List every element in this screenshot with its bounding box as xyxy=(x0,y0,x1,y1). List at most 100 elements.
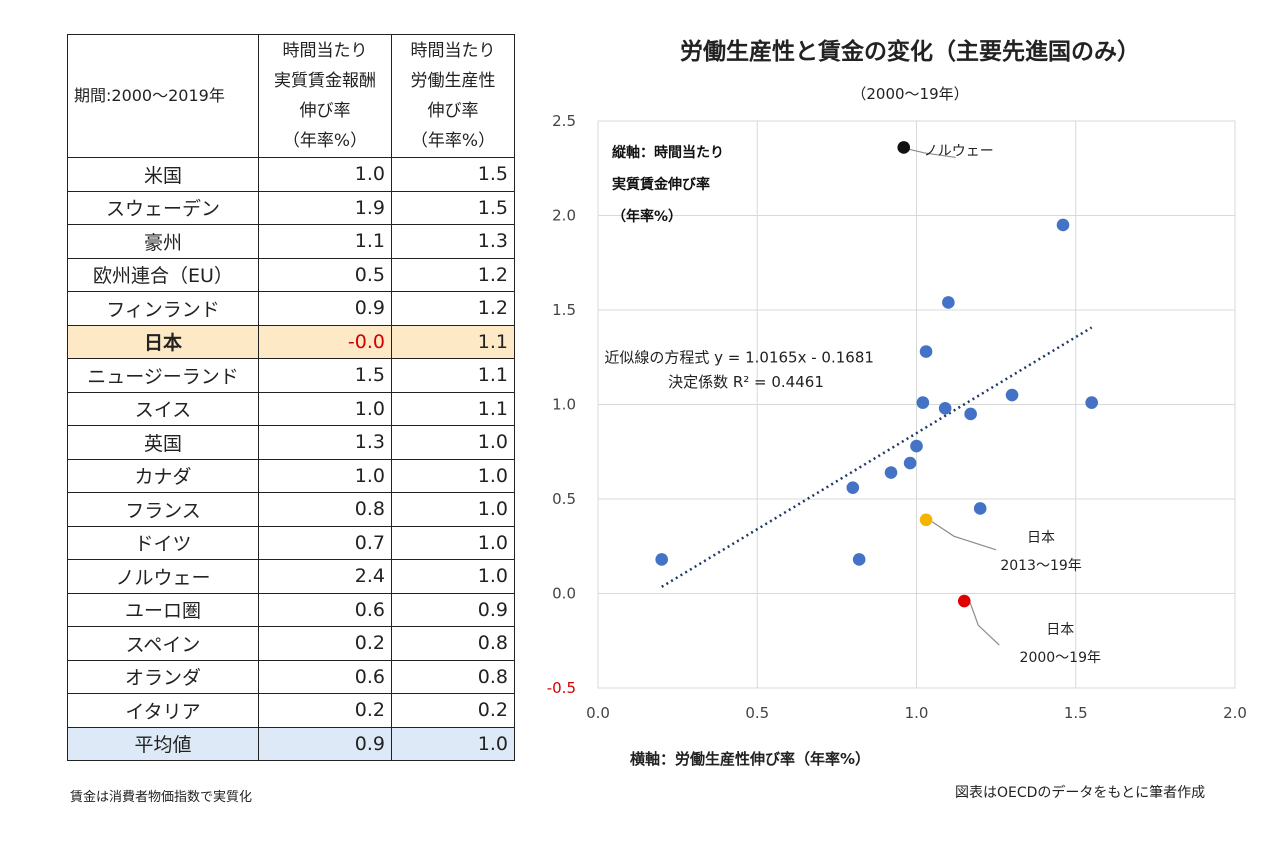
productivity-cell: 1.2 xyxy=(391,291,515,326)
data-point-normal xyxy=(1056,218,1070,232)
wage-header-line: 実質賃金報酬 xyxy=(274,71,376,91)
trend-r-squared: 決定係数 R² = 0.4461 xyxy=(668,373,824,391)
trend-equation: 近似線の方程式 y = 1.0165x - 0.1681 xyxy=(604,348,874,366)
x-tick-label: 0.5 xyxy=(745,704,769,722)
productivity-header-line: （年率%） xyxy=(410,131,496,151)
productivity-cell: 0.2 xyxy=(391,693,515,728)
callout-leader xyxy=(969,602,1000,646)
period-header: 期間:2000〜2019年 xyxy=(67,34,259,158)
table-note: 賃金は消費者物価指数で実質化 xyxy=(70,790,253,805)
callout-label: 2013〜19年 xyxy=(1000,558,1081,574)
y-tick-label: -0.5 xyxy=(547,679,576,697)
wage-cell: 0.9 xyxy=(258,726,392,761)
y-tick-label: 0.5 xyxy=(552,490,576,508)
productivity-header-line: 時間当たり xyxy=(410,41,496,61)
table-row: オランダ 0.6 0.8 xyxy=(67,659,515,694)
data-point-normal xyxy=(1005,388,1019,402)
x-tick-label: 2.0 xyxy=(1223,704,1247,722)
wage-header-line: （年率%） xyxy=(282,131,368,151)
callout-leader xyxy=(909,148,956,159)
y-tick-label: 1.0 xyxy=(552,396,576,414)
data-point-normal xyxy=(919,345,933,358)
country-cell: 日本 xyxy=(67,324,259,359)
productivity-cell: 0.8 xyxy=(391,659,515,694)
country-cell: イタリア xyxy=(67,693,259,728)
callout-label: 日本 xyxy=(1046,622,1074,638)
country-cell: スイス xyxy=(67,391,259,426)
country-cell: カナダ xyxy=(67,458,259,493)
x-tick-label: 0.0 xyxy=(586,704,610,722)
wage-cell: 0.7 xyxy=(258,525,392,560)
table-row: 日本 -0.0 1.1 xyxy=(67,324,515,359)
callout-label: 2000〜19年 xyxy=(1020,650,1101,666)
productivity-cell: 1.0 xyxy=(391,425,515,460)
country-cell: オランダ xyxy=(67,659,259,694)
wage-cell: 0.8 xyxy=(258,492,392,527)
y-axis-label-line: 縦軸：時間当たり xyxy=(612,144,724,161)
data-point-normal xyxy=(655,553,668,566)
wage-cell: 0.6 xyxy=(258,659,392,694)
table-row: 英国 1.3 1.0 xyxy=(67,425,515,460)
data-table: 期間:2000〜2019年 時間当たり 実質賃金報酬 伸び率 （年率%） 時間当… xyxy=(67,34,515,761)
productivity-cell: 1.5 xyxy=(391,190,515,225)
wage-cell: 1.0 xyxy=(258,458,392,493)
productivity-cell: 1.1 xyxy=(391,324,515,359)
table-row: 平均値 0.9 1.0 xyxy=(67,726,515,761)
table-row: カナダ 1.0 1.0 xyxy=(67,458,515,493)
country-cell: ユーロ圏 xyxy=(67,592,259,627)
data-point-normal xyxy=(903,456,917,470)
wage-cell: 0.2 xyxy=(258,626,392,661)
data-point-normal xyxy=(964,407,977,421)
y-tick-label: 2.0 xyxy=(552,207,576,225)
table-body: 米国 1.0 1.5 スウェーデン 1.9 1.5 豪州 1.1 1.3 欧州連合（EU） 0.5 1… xyxy=(67,157,515,761)
productivity-cell: 1.0 xyxy=(391,726,515,761)
productivity-cell: 1.1 xyxy=(391,358,515,393)
chart-subtitle: （2000〜19年） xyxy=(851,85,969,103)
wage-header-line: 伸び率 xyxy=(299,101,351,121)
country-cell: 英国 xyxy=(67,425,259,460)
data-point-normal xyxy=(1085,396,1098,409)
data-point-normal xyxy=(973,502,987,515)
x-tick-label: 1.0 xyxy=(905,704,929,722)
wage-cell: 0.9 xyxy=(258,291,392,326)
productivity-header: 時間当たり 労働生産性 伸び率 （年率%） xyxy=(391,34,515,158)
y-tick-label: 0.0 xyxy=(552,585,576,603)
trendline xyxy=(661,326,1093,588)
productivity-cell: 1.0 xyxy=(391,458,515,493)
data-point-normal xyxy=(942,296,955,309)
wage-cell: 1.9 xyxy=(258,190,392,225)
table-row: フィンランド 0.9 1.2 xyxy=(67,291,515,326)
productivity-header-line: 伸び率 xyxy=(427,101,479,121)
productivity-cell: 0.9 xyxy=(391,592,515,627)
table-row: スイス 1.0 1.1 xyxy=(67,391,515,426)
wage-cell: 1.1 xyxy=(258,224,392,259)
callout-label: 日本 xyxy=(1027,530,1055,546)
source-note: 図表はOECDのデータをもとに筆者作成 xyxy=(955,785,1206,801)
country-cell: 欧州連合（EU） xyxy=(67,257,259,292)
data-point-normal xyxy=(910,439,923,453)
country-cell: ドイツ xyxy=(67,525,259,560)
data-point-normal xyxy=(916,396,930,409)
table-header-row: 期間:2000〜2019年 時間当たり 実質賃金報酬 伸び率 （年率%） 時間当… xyxy=(67,34,515,158)
data-point-norway xyxy=(897,141,911,154)
country-cell: 平均値 xyxy=(67,726,259,761)
y-axis-label-line: 実質賃金伸び率 xyxy=(612,176,710,193)
data-point-normal xyxy=(938,401,952,415)
data-point-japan xyxy=(957,594,971,608)
chart-title: 労働生産性と賃金の変化（主要先進国のみ） xyxy=(680,39,1140,65)
x-tick-label: 1.5 xyxy=(1064,704,1088,722)
country-cell: ニュージーランド xyxy=(67,358,259,393)
callout-label: ノルウェー xyxy=(924,143,994,159)
country-cell: フィンランド xyxy=(67,291,259,326)
wage-cell: 1.5 xyxy=(258,358,392,393)
table-row: ニュージーランド 1.5 1.1 xyxy=(67,358,515,393)
productivity-cell: 1.1 xyxy=(391,391,515,426)
productivity-cell: 1.0 xyxy=(391,492,515,527)
x-axis-label: 横軸：労働生産性伸び率（年率%） xyxy=(630,750,871,768)
y-tick-label: 2.5 xyxy=(552,112,576,130)
productivity-header-line: 労働生産性 xyxy=(410,71,496,91)
y-axis-label-line: （年率%） xyxy=(612,208,682,225)
table-row: スペイン 0.2 0.8 xyxy=(67,626,515,661)
wage-header-line: 時間当たり xyxy=(282,41,368,61)
